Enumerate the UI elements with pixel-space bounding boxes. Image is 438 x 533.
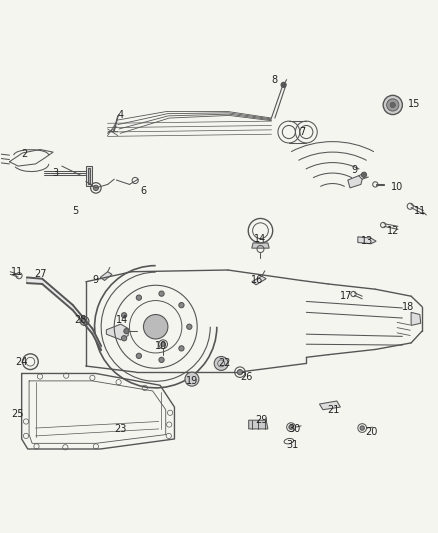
Text: 4: 4: [118, 110, 124, 119]
Circle shape: [214, 357, 228, 370]
Text: 23: 23: [115, 424, 127, 434]
Polygon shape: [348, 176, 362, 188]
Text: 20: 20: [365, 426, 377, 437]
Circle shape: [289, 425, 293, 430]
Polygon shape: [27, 277, 101, 350]
Text: 2: 2: [21, 149, 28, 159]
Circle shape: [387, 99, 399, 111]
Circle shape: [179, 303, 184, 308]
Text: 26: 26: [240, 372, 252, 382]
Text: 22: 22: [218, 358, 230, 368]
Circle shape: [185, 372, 199, 386]
Text: 19: 19: [186, 376, 198, 386]
Text: 27: 27: [35, 269, 47, 279]
Circle shape: [179, 346, 184, 351]
Text: 18: 18: [402, 302, 414, 312]
Polygon shape: [106, 324, 128, 340]
Text: 30: 30: [288, 424, 300, 434]
Polygon shape: [358, 237, 376, 244]
Circle shape: [390, 102, 396, 108]
Polygon shape: [249, 420, 268, 429]
Circle shape: [383, 95, 403, 115]
Polygon shape: [319, 401, 340, 410]
Polygon shape: [88, 168, 90, 183]
Circle shape: [187, 324, 192, 329]
Text: 12: 12: [387, 225, 399, 236]
Text: 28: 28: [74, 315, 86, 325]
Circle shape: [82, 319, 87, 323]
Text: 15: 15: [408, 99, 421, 109]
Text: 29: 29: [256, 415, 268, 425]
Circle shape: [360, 426, 364, 430]
Text: 13: 13: [361, 236, 374, 246]
Circle shape: [159, 357, 164, 362]
Text: 21: 21: [327, 405, 339, 415]
Circle shape: [159, 291, 164, 296]
Polygon shape: [86, 166, 92, 185]
Circle shape: [144, 314, 168, 339]
Circle shape: [136, 353, 141, 359]
Text: 17: 17: [340, 291, 353, 301]
Text: 11: 11: [414, 206, 426, 216]
Text: 14: 14: [116, 315, 128, 325]
Text: 9: 9: [351, 165, 357, 175]
Text: 14: 14: [254, 235, 267, 245]
Polygon shape: [252, 276, 266, 285]
Circle shape: [237, 369, 243, 375]
Text: 9: 9: [93, 276, 99, 286]
Text: 6: 6: [141, 187, 147, 196]
Text: 11: 11: [11, 266, 23, 277]
Polygon shape: [100, 272, 112, 280]
Text: 31: 31: [286, 440, 298, 450]
Text: 8: 8: [272, 75, 278, 85]
Circle shape: [121, 336, 127, 341]
Polygon shape: [252, 243, 269, 248]
Text: 16: 16: [251, 276, 264, 286]
Circle shape: [124, 328, 129, 334]
Text: 10: 10: [155, 341, 167, 351]
Circle shape: [281, 82, 286, 87]
Circle shape: [361, 172, 367, 177]
Circle shape: [121, 313, 127, 318]
Polygon shape: [411, 312, 421, 326]
Text: 24: 24: [15, 357, 28, 367]
Text: 25: 25: [11, 409, 24, 419]
Text: 7: 7: [299, 127, 305, 137]
Text: 5: 5: [73, 206, 79, 216]
Circle shape: [136, 295, 141, 300]
Text: 3: 3: [52, 168, 58, 177]
Circle shape: [93, 185, 99, 190]
Text: 10: 10: [391, 182, 403, 191]
Circle shape: [161, 342, 165, 346]
